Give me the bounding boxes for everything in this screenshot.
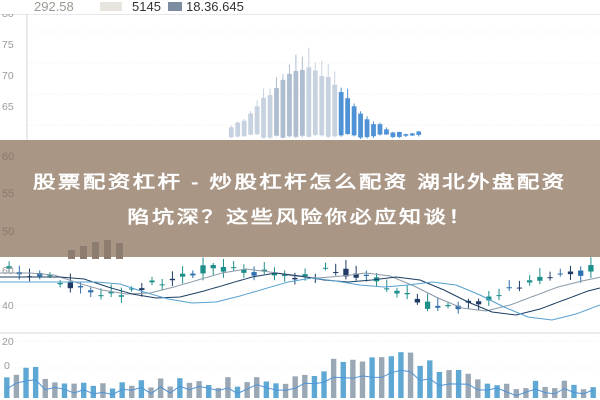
svg-text:75: 75 (2, 39, 14, 51)
svg-text:60: 60 (2, 265, 14, 277)
svg-text:70: 70 (2, 70, 14, 82)
svg-text:40: 40 (2, 300, 14, 312)
svg-text:60: 60 (2, 151, 14, 163)
svg-text:0: 0 (4, 360, 10, 372)
svg-text:65: 65 (2, 101, 14, 113)
svg-text:20: 20 (2, 336, 14, 348)
